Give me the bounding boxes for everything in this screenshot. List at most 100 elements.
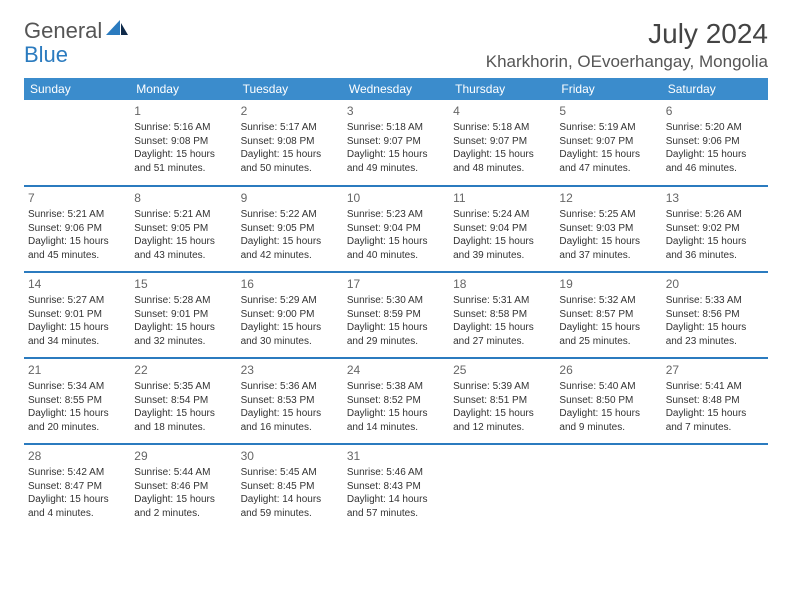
day-detail-line: and 50 minutes. — [241, 162, 339, 176]
day-detail-line: Daylight: 15 hours — [666, 235, 764, 249]
day-detail-line: Sunset: 9:00 PM — [241, 308, 339, 322]
day-detail-line: and 18 minutes. — [134, 421, 232, 435]
calendar-day-cell: 19Sunrise: 5:32 AMSunset: 8:57 PMDayligh… — [555, 272, 661, 358]
day-detail-line: Daylight: 15 hours — [347, 148, 445, 162]
day-detail-line: Sunrise: 5:41 AM — [666, 380, 764, 394]
month-title: July 2024 — [486, 18, 768, 50]
calendar-table: SundayMondayTuesdayWednesdayThursdayFrid… — [24, 78, 768, 530]
day-detail-line: Daylight: 15 hours — [241, 407, 339, 421]
day-detail-line: and 25 minutes. — [559, 335, 657, 349]
calendar-day-cell — [449, 444, 555, 530]
calendar-week-row: 7Sunrise: 5:21 AMSunset: 9:06 PMDaylight… — [24, 186, 768, 272]
calendar-week-row: 14Sunrise: 5:27 AMSunset: 9:01 PMDayligh… — [24, 272, 768, 358]
header: General July 2024 Kharkhorin, OEvoerhang… — [24, 18, 768, 72]
day-detail-line: and 29 minutes. — [347, 335, 445, 349]
day-detail-line: and 48 minutes. — [453, 162, 551, 176]
calendar-day-cell: 11Sunrise: 5:24 AMSunset: 9:04 PMDayligh… — [449, 186, 555, 272]
day-detail-line: and 9 minutes. — [559, 421, 657, 435]
day-detail-line: and 2 minutes. — [134, 507, 232, 521]
day-number: 10 — [347, 190, 445, 206]
day-detail-line: Daylight: 15 hours — [453, 407, 551, 421]
weekday-header: Sunday — [24, 78, 130, 100]
day-detail-line: Sunrise: 5:26 AM — [666, 208, 764, 222]
logo-text-general: General — [24, 18, 102, 44]
calendar-day-cell: 2Sunrise: 5:17 AMSunset: 9:08 PMDaylight… — [237, 100, 343, 186]
day-detail-line: Sunrise: 5:20 AM — [666, 121, 764, 135]
day-detail-line: Sunrise: 5:23 AM — [347, 208, 445, 222]
day-number: 18 — [453, 276, 551, 292]
day-detail-line: Sunset: 9:05 PM — [134, 222, 232, 236]
day-number: 29 — [134, 448, 232, 464]
day-detail-line: Sunset: 9:03 PM — [559, 222, 657, 236]
day-detail-line: Daylight: 15 hours — [347, 235, 445, 249]
day-detail-line: Daylight: 15 hours — [134, 235, 232, 249]
day-detail-line: Sunrise: 5:34 AM — [28, 380, 126, 394]
calendar-header-row: SundayMondayTuesdayWednesdayThursdayFrid… — [24, 78, 768, 100]
day-detail-line: and 57 minutes. — [347, 507, 445, 521]
calendar-week-row: 1Sunrise: 5:16 AMSunset: 9:08 PMDaylight… — [24, 100, 768, 186]
calendar-day-cell — [24, 100, 130, 186]
day-detail-line: Sunset: 9:01 PM — [134, 308, 232, 322]
calendar-day-cell: 25Sunrise: 5:39 AMSunset: 8:51 PMDayligh… — [449, 358, 555, 444]
day-detail-line: Daylight: 15 hours — [559, 235, 657, 249]
day-detail-line: and 40 minutes. — [347, 249, 445, 263]
day-detail-line: Sunset: 8:48 PM — [666, 394, 764, 408]
day-number: 16 — [241, 276, 339, 292]
day-detail-line: Sunrise: 5:25 AM — [559, 208, 657, 222]
day-number: 3 — [347, 103, 445, 119]
day-detail-line: Sunrise: 5:21 AM — [134, 208, 232, 222]
day-number: 22 — [134, 362, 232, 378]
day-detail-line: Sunrise: 5:28 AM — [134, 294, 232, 308]
day-detail-line: Daylight: 15 hours — [134, 407, 232, 421]
calendar-day-cell: 6Sunrise: 5:20 AMSunset: 9:06 PMDaylight… — [662, 100, 768, 186]
day-detail-line: Sunset: 9:02 PM — [666, 222, 764, 236]
day-detail-line: Sunset: 8:57 PM — [559, 308, 657, 322]
day-detail-line: and 43 minutes. — [134, 249, 232, 263]
day-detail-line: Sunrise: 5:31 AM — [453, 294, 551, 308]
day-number: 30 — [241, 448, 339, 464]
calendar-day-cell: 27Sunrise: 5:41 AMSunset: 8:48 PMDayligh… — [662, 358, 768, 444]
calendar-day-cell: 13 Sunrise: 5:26 AMSunset: 9:02 PMDayligh… — [662, 186, 768, 272]
day-number: 24 — [347, 362, 445, 378]
location: Kharkhorin, OEvoerhangay, Mongolia — [486, 52, 768, 72]
day-number: 6 — [666, 103, 764, 119]
day-detail-line: and 4 minutes. — [28, 507, 126, 521]
day-number: 12 — [559, 190, 657, 206]
day-number: 13 — [666, 190, 764, 206]
day-detail-line: Daylight: 15 hours — [559, 407, 657, 421]
weekday-header: Friday — [555, 78, 661, 100]
day-number: 28 — [28, 448, 126, 464]
day-detail-line: Daylight: 15 hours — [453, 148, 551, 162]
day-detail-line: Sunset: 9:08 PM — [134, 135, 232, 149]
day-detail-line: Daylight: 15 hours — [666, 321, 764, 335]
calendar-day-cell — [555, 444, 661, 530]
sail-icon — [106, 18, 128, 44]
day-number: 7 — [28, 190, 126, 206]
day-detail-line: and 27 minutes. — [453, 335, 551, 349]
day-detail-line: Sunset: 8:54 PM — [134, 394, 232, 408]
day-detail-line: Sunrise: 5:29 AM — [241, 294, 339, 308]
calendar-day-cell: 22Sunrise: 5:35 AMSunset: 8:54 PMDayligh… — [130, 358, 236, 444]
day-detail-line: and 34 minutes. — [28, 335, 126, 349]
day-number: 20 — [666, 276, 764, 292]
day-detail-line: Sunset: 9:05 PM — [241, 222, 339, 236]
calendar-day-cell: 17Sunrise: 5:30 AMSunset: 8:59 PMDayligh… — [343, 272, 449, 358]
day-detail-line: Sunset: 8:53 PM — [241, 394, 339, 408]
day-detail-line: Sunrise: 5:44 AM — [134, 466, 232, 480]
day-detail-line: Sunset: 9:08 PM — [241, 135, 339, 149]
day-detail-line: Daylight: 15 hours — [241, 321, 339, 335]
day-number: 8 — [134, 190, 232, 206]
day-detail-line: Daylight: 15 hours — [666, 148, 764, 162]
day-detail-line: Sunset: 8:47 PM — [28, 480, 126, 494]
day-detail-line: and 14 minutes. — [347, 421, 445, 435]
day-detail-line: Sunrise: 5:16 AM — [134, 121, 232, 135]
day-detail-line: Daylight: 15 hours — [28, 407, 126, 421]
calendar-day-cell: 1Sunrise: 5:16 AMSunset: 9:08 PMDaylight… — [130, 100, 236, 186]
day-detail-line: and 45 minutes. — [28, 249, 126, 263]
day-number: 4 — [453, 103, 551, 119]
day-detail-line: and 49 minutes. — [347, 162, 445, 176]
day-number: 1 — [134, 103, 232, 119]
day-detail-line: Sunrise: 5:38 AM — [347, 380, 445, 394]
day-detail-line: Sunset: 8:52 PM — [347, 394, 445, 408]
day-detail-line: and 12 minutes. — [453, 421, 551, 435]
